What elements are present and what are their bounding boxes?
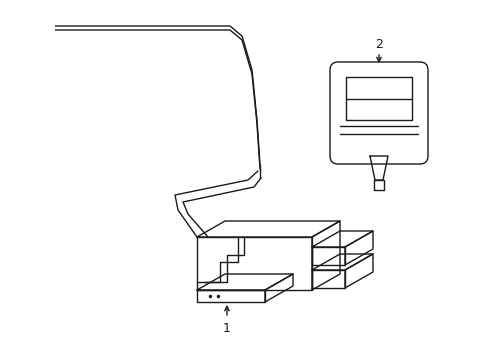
Text: 2: 2 — [374, 39, 382, 51]
Text: 1: 1 — [223, 321, 230, 334]
